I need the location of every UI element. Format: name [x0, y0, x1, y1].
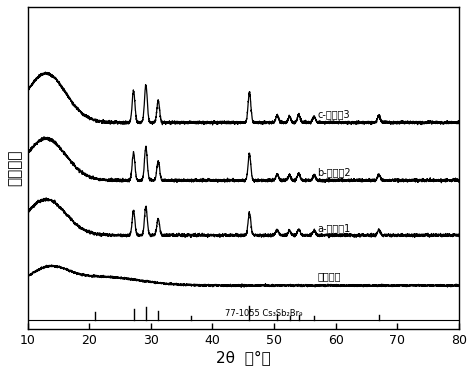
Text: c-实施失3: c-实施失3 [317, 110, 350, 120]
Text: b-实施失2: b-实施失2 [317, 167, 351, 177]
Text: 基础玻璃: 基础玻璃 [317, 271, 341, 281]
Text: 77-1055 Cs₃Sb₂Br₉: 77-1055 Cs₃Sb₂Br₉ [225, 310, 302, 318]
X-axis label: 2θ  （°）: 2θ （°） [216, 350, 271, 365]
Text: a-实施失1: a-实施失1 [317, 223, 350, 233]
Y-axis label: 相对强度: 相对强度 [7, 150, 22, 186]
